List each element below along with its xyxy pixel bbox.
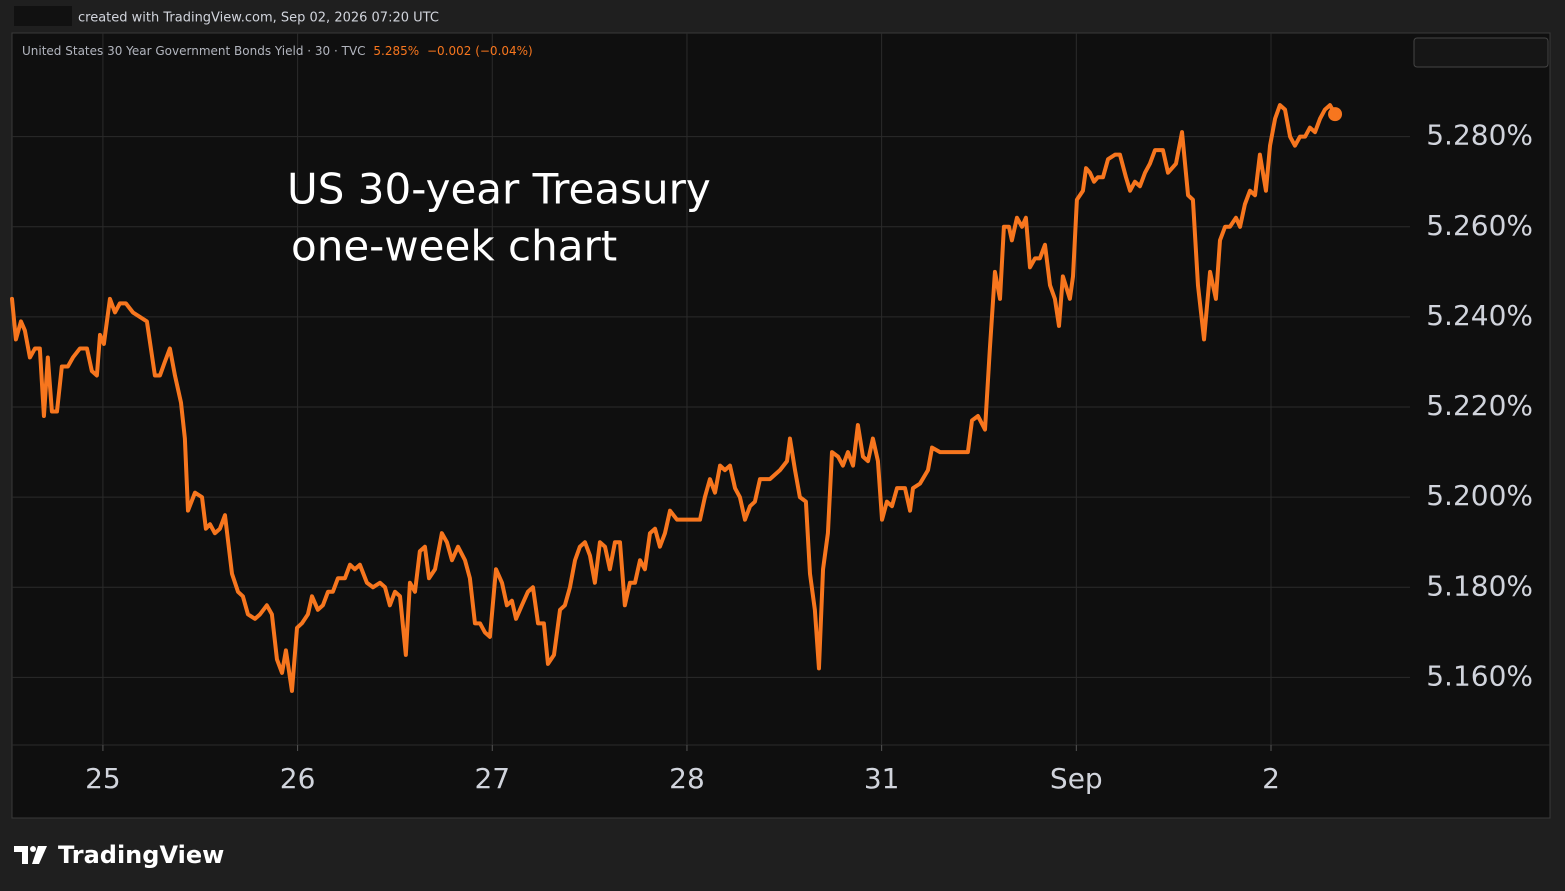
- x-tick-label: 31: [864, 762, 900, 795]
- y-tick-label: 5.220%: [1426, 389, 1533, 422]
- footer-brand: TradingView: [58, 841, 224, 869]
- y-tick-label: 5.200%: [1426, 479, 1533, 512]
- source-note: created with TradingView.com, Sep 02, 20…: [78, 11, 439, 26]
- logo-mark: [32, 846, 47, 864]
- x-tick-label: 25: [85, 762, 121, 795]
- y-tick-label: 5.160%: [1426, 659, 1533, 692]
- legend: United States 30 Year Government Bonds Y…: [22, 44, 533, 58]
- x-tick-label: 28: [669, 762, 705, 795]
- x-tick-label: 27: [474, 762, 510, 795]
- annotation: US 30-year Treasury: [287, 165, 711, 214]
- redacted-logo: [14, 6, 72, 26]
- yield-line: [10, 103, 1338, 693]
- last-point: [1328, 107, 1343, 122]
- legend-change: −0.002 (−0.04%): [427, 44, 533, 58]
- annotation: one-week chart: [291, 222, 617, 271]
- x-tick-label: 26: [280, 762, 316, 795]
- y-tick-label: 5.260%: [1426, 209, 1533, 242]
- overlay-box: [1413, 37, 1549, 68]
- y-tick-label: 5.240%: [1426, 299, 1533, 332]
- chart-panel: [11, 32, 1551, 819]
- y-tick-label: 5.180%: [1426, 569, 1533, 602]
- x-tick-label: 2: [1262, 762, 1280, 795]
- legend-title: United States 30 Year Government Bonds Y…: [22, 44, 366, 58]
- logo-mark: [30, 846, 36, 852]
- legend-last-value: 5.285%: [373, 44, 419, 58]
- footer-logo: TradingView: [14, 841, 224, 869]
- logo-mark: [14, 846, 28, 864]
- y-tick-label: 5.280%: [1426, 119, 1533, 152]
- plot: [10, 103, 1343, 693]
- x-tick-label: Sep: [1050, 762, 1103, 795]
